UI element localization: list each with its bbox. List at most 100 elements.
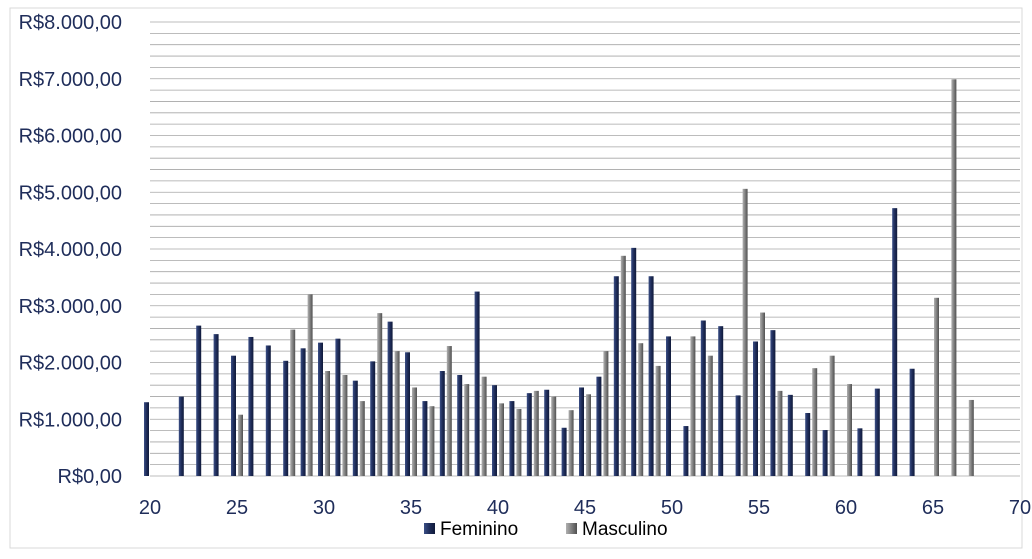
- y-tick-label: R$2.000,00: [19, 353, 122, 375]
- bar-masculino: [412, 387, 417, 476]
- bar-masculino: [620, 255, 626, 476]
- y-axis-tick-labels: R$0,00 R$1.000,00 R$2.000,00 R$3.000,00 R$4.…: [19, 12, 122, 488]
- bar-feminino: [370, 361, 376, 476]
- bar-feminino: [718, 326, 724, 476]
- bar-masculino: [394, 351, 400, 476]
- bar-masculino: [951, 79, 957, 476]
- x-tick-label: 50: [661, 497, 683, 519]
- bar-masculino: [829, 355, 835, 476]
- plot-area-border: [9, 7, 1023, 549]
- bar-feminino: [874, 388, 880, 476]
- bar-feminino: [822, 430, 828, 476]
- bar-feminino: [318, 342, 323, 476]
- bar-feminino: [231, 355, 236, 476]
- x-tick-label: 55: [748, 497, 770, 519]
- bar-masculino: [238, 414, 243, 476]
- y-tick-label: R$0,00: [58, 466, 123, 488]
- legend-label-feminino: Feminino: [440, 519, 518, 540]
- bar-feminino: [857, 428, 863, 476]
- bar-masculino: [586, 394, 591, 476]
- legend: Feminino Masculino: [424, 519, 668, 540]
- bar-feminino: [753, 341, 758, 476]
- bar-feminino: [561, 427, 567, 476]
- bar-feminino: [770, 330, 776, 476]
- bar-feminino: [178, 396, 184, 476]
- bar-masculino: [968, 399, 974, 476]
- bar-feminino: [405, 352, 410, 476]
- bar-feminino: [283, 360, 289, 476]
- bar-feminino: [335, 338, 341, 476]
- bar-masculino: [429, 406, 435, 476]
- bar-feminino: [579, 387, 584, 476]
- bar-feminino: [248, 336, 254, 476]
- x-tick-label: 35: [400, 497, 422, 519]
- bar-feminino: [613, 276, 619, 476]
- bar-feminino: [787, 394, 793, 476]
- bar-feminino: [352, 380, 358, 476]
- bar-feminino: [805, 413, 811, 476]
- bar-masculino: [812, 368, 818, 476]
- bar-feminino: [909, 368, 915, 476]
- bar-masculino: [325, 371, 330, 476]
- bars: [144, 79, 974, 476]
- x-tick-label: 40: [487, 497, 509, 519]
- bar-masculino: [568, 410, 574, 476]
- x-tick-label: 70: [1009, 497, 1031, 519]
- bar-masculino: [847, 384, 852, 476]
- legend-label-masculino: Masculino: [582, 519, 668, 540]
- y-tick-label: R$3.000,00: [19, 296, 122, 318]
- bar-feminino: [213, 334, 219, 476]
- x-tick-label: 65: [922, 497, 944, 519]
- bar-masculino: [690, 336, 696, 476]
- x-tick-label: 60: [835, 497, 857, 519]
- bar-feminino: [300, 348, 306, 476]
- bar-feminino: [474, 291, 480, 476]
- y-tick-label: R$6.000,00: [19, 126, 122, 148]
- bar-masculino: [377, 313, 383, 476]
- bar-masculino: [934, 297, 939, 476]
- bar-feminino: [735, 395, 741, 476]
- bar-masculino: [707, 355, 713, 476]
- bar-feminino: [666, 336, 671, 476]
- bar-masculino: [481, 376, 487, 476]
- bar-masculino: [760, 312, 765, 476]
- bar-masculino: [655, 365, 661, 476]
- bar-feminino: [387, 321, 393, 476]
- bar-masculino: [551, 396, 557, 476]
- bar-masculino: [777, 390, 783, 476]
- y-tick-label: R$1.000,00: [19, 409, 122, 431]
- bar-masculino: [603, 351, 609, 476]
- bar-masculino: [516, 409, 522, 476]
- bar-masculino: [307, 294, 313, 476]
- x-axis-tick-labels: 20 25 30 35 40 45 50 55 60 65 70: [139, 497, 1031, 519]
- bar-feminino: [492, 385, 497, 476]
- bar-feminino: [544, 389, 550, 476]
- x-tick-label: 45: [574, 497, 596, 519]
- legend-swatch-masculino: [566, 523, 577, 534]
- x-tick-label: 30: [313, 497, 335, 519]
- bar-feminino: [439, 371, 445, 476]
- bar-masculino: [638, 343, 644, 476]
- x-tick-label: 20: [139, 497, 161, 519]
- bar-masculino: [464, 384, 470, 476]
- y-tick-label: R$8.000,00: [19, 12, 122, 34]
- bar-masculino: [499, 403, 504, 476]
- bar-masculino: [359, 401, 365, 476]
- bar-feminino: [509, 401, 515, 476]
- bar-masculino: [742, 188, 748, 476]
- bar-masculino: [342, 374, 348, 476]
- y-tick-label: R$4.000,00: [19, 239, 122, 261]
- bar-masculino: [290, 329, 296, 476]
- legend-swatch-feminino: [424, 523, 435, 534]
- y-tick-label: R$7.000,00: [19, 69, 122, 91]
- bar-feminino: [265, 345, 271, 476]
- bar-feminino: [526, 393, 532, 476]
- x-tick-label: 25: [226, 497, 248, 519]
- bar-feminino: [457, 374, 463, 476]
- bar-feminino: [631, 247, 637, 476]
- bar-feminino: [422, 401, 428, 476]
- gridlines: [150, 21, 1020, 477]
- bar-feminino: [892, 208, 898, 476]
